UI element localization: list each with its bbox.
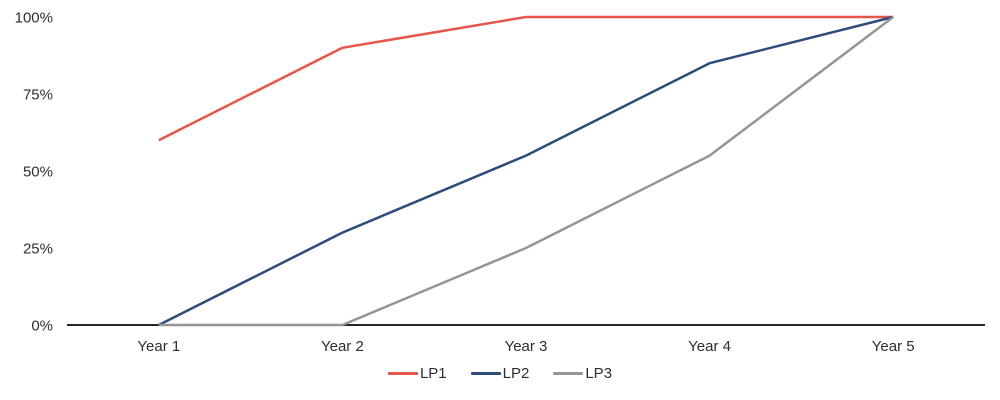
y-axis-tick-label: 75% — [23, 86, 53, 103]
x-axis-tick-labels: Year 1 Year 2 Year 3 Year 4 Year 5 — [137, 338, 914, 355]
x-axis-tick-label: Year 1 — [137, 338, 180, 355]
y-axis-tick-labels: 0% 25% 50% 75% 100% — [15, 9, 53, 334]
series-line-lp3 — [158, 16, 894, 327]
legend-item-lp2: LP2 — [470, 365, 530, 382]
legend-label: LP2 — [502, 365, 530, 382]
y-axis-tick-label: 50% — [23, 163, 53, 180]
series-line-lp2 — [158, 15, 894, 327]
legend-item-lp3: LP3 — [553, 366, 612, 381]
legend-label: LP3 — [585, 365, 613, 382]
legend-swatch-icon — [553, 372, 584, 375]
x-axis-tick-label: Year 5 — [872, 338, 915, 355]
y-axis-tick-label: 0% — [31, 317, 53, 334]
series-lines — [158, 15, 894, 327]
y-axis-tick-label: 25% — [23, 240, 53, 257]
legend-swatch-icon — [387, 372, 418, 375]
x-axis-tick-label: Year 4 — [688, 338, 731, 355]
series-line-lp1 — [158, 15, 894, 142]
legend-item-lp1: LP1 — [387, 365, 447, 382]
y-axis-tick-label: 100% — [15, 9, 53, 26]
x-axis-tick-label: Year 2 — [321, 338, 364, 355]
x-axis-tick-label: Year 3 — [505, 338, 548, 355]
chart-legend: LP1 LP2 LP3 — [0, 366, 1000, 381]
legend-label: LP1 — [419, 365, 447, 382]
legend-swatch-icon — [470, 372, 501, 375]
